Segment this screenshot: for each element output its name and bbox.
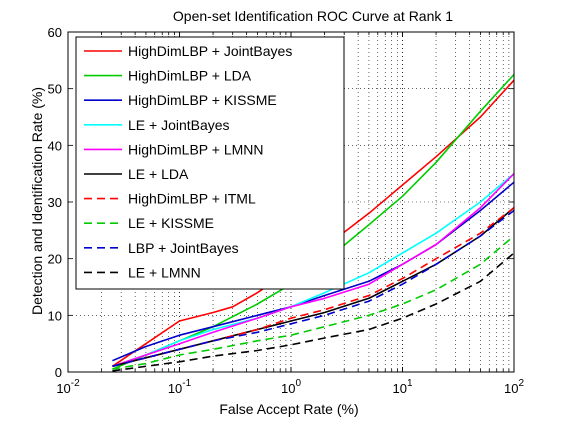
x-axis-label: False Accept Rate (%)	[219, 401, 358, 417]
x-tick-label: 101	[392, 378, 412, 396]
y-tick-label: 40	[48, 138, 62, 153]
x-tick-label: 10-1	[168, 378, 192, 396]
legend-entry-7: HighDimLBP + ITML	[128, 191, 256, 207]
legend-entry-8: LE + KISSME	[128, 215, 214, 231]
y-tick-label: 20	[48, 252, 62, 267]
legend-entry-4: LE + JointBayes	[128, 117, 230, 133]
series-line-4	[112, 173, 515, 368]
legend-box	[75, 36, 345, 290]
series-line-5	[112, 173, 515, 368]
y-tick-label: 60	[48, 25, 62, 40]
chart-title: Open-set Identification ROC Curve at Ran…	[173, 8, 453, 24]
y-tick-label: 0	[55, 365, 62, 380]
legend-entry-5: HighDimLBP + LMNN	[128, 141, 264, 157]
y-axis-label: Detection and Identification Rate (%)	[29, 87, 45, 315]
series-line-7	[112, 207, 515, 368]
series-line-9	[112, 209, 515, 368]
series-line-10	[112, 252, 515, 372]
y-tick-label: 30	[48, 195, 62, 210]
legend-entry-3: HighDimLBP + KISSME	[128, 92, 277, 108]
legend-entry-9: LBP + JointBayes	[128, 240, 239, 256]
legend-entry-6: LE + LDA	[128, 166, 189, 182]
legend-entry-1: HighDimLBP + JointBayes	[128, 43, 292, 59]
legend-entry-10: LE + LMNN	[128, 264, 201, 280]
legend-entry-2: HighDimLBP + LDA	[128, 68, 252, 84]
y-tick-label: 10	[48, 308, 62, 323]
series-line-6	[112, 207, 515, 368]
series-line-8	[112, 235, 515, 370]
x-tick-label: 10-2	[56, 378, 80, 396]
y-tick-label: 50	[48, 82, 62, 97]
plot-area: 10-2 10-1 100 101 1020102030405060HighDimLBP…	[48, 25, 525, 396]
x-tick-label: 100	[281, 378, 301, 396]
x-tick-label: 102	[504, 378, 524, 396]
